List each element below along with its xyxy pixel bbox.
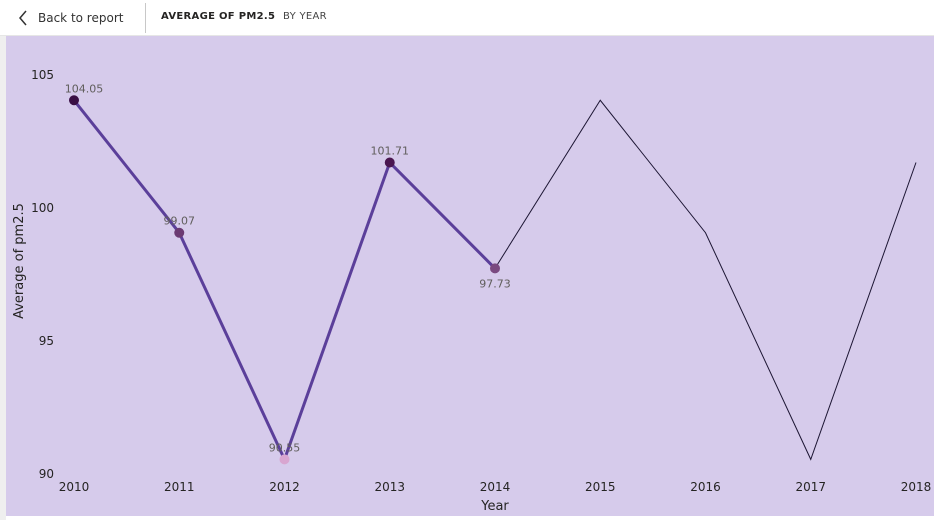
data-label: 90.55 <box>269 441 301 454</box>
y-tick-label: 100 <box>31 201 54 215</box>
page-subtitle: BY YEAR <box>283 11 327 22</box>
x-tick-label: 2010 <box>59 480 90 494</box>
series-line-highlight <box>72 99 497 461</box>
left-edge-strip <box>0 36 6 520</box>
x-tick-label: 2014 <box>480 480 511 494</box>
series-line-thin <box>494 99 917 461</box>
y-axis-title: Average of pm2.5 <box>12 203 27 319</box>
x-axis-title: Year <box>480 499 509 514</box>
x-tick-label: 2011 <box>164 480 195 494</box>
y-tick-label: 95 <box>39 334 54 348</box>
x-tick-label: 2016 <box>690 480 721 494</box>
page-title: AVERAGE OF PM2.5 <box>161 11 276 22</box>
visual-header: Back to report AVERAGE OF PM2.5 BY YEAR <box>0 0 934 36</box>
y-tick-label: 90 <box>39 467 54 481</box>
x-tick-label: 2017 <box>795 480 826 494</box>
data-point-marker <box>279 454 290 465</box>
back-to-report-button[interactable]: Back to report <box>18 0 123 35</box>
data-label: 97.73 <box>479 277 511 290</box>
data-label: 104.05 <box>65 82 104 95</box>
header-divider <box>145 3 146 33</box>
x-tick-label: 2013 <box>374 480 405 494</box>
x-tick-label: 2012 <box>269 480 300 494</box>
data-point-marker <box>69 95 79 106</box>
back-label: Back to report <box>38 10 124 25</box>
chevron-left-icon <box>18 10 28 26</box>
plot-area <box>6 36 934 516</box>
data-point-marker <box>490 263 500 274</box>
data-point-marker <box>174 227 185 238</box>
data-label: 101.71 <box>371 145 410 158</box>
data-label: 99.07 <box>164 215 196 228</box>
y-tick-label: 105 <box>31 68 54 82</box>
data-point-marker <box>384 157 395 168</box>
x-tick-label: 2018 <box>901 480 932 494</box>
x-tick-label: 2015 <box>585 480 616 494</box>
